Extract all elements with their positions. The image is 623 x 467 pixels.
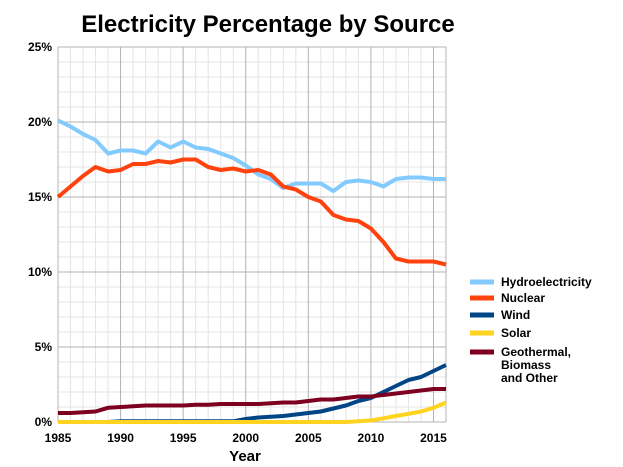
series-line-solar: [58, 400, 447, 424]
minor-grid: [58, 47, 446, 422]
legend-label: and Other: [501, 371, 558, 385]
y-tick-label: 20%: [28, 115, 52, 129]
x-axis-title: Year: [229, 448, 261, 465]
legend-label: Geothermal,: [501, 345, 571, 359]
x-tick-label: 1995: [170, 431, 197, 445]
x-tick-label: 1985: [45, 431, 72, 445]
y-tick-label: 15%: [28, 190, 52, 204]
plot-background: [58, 47, 446, 422]
legend-label: Wind: [501, 308, 530, 322]
series-line-nuclear: [56, 157, 447, 267]
x-tick-label: 2000: [232, 431, 259, 445]
x-tick-label: 2015: [420, 431, 447, 445]
legend-label: Biomass: [501, 358, 551, 372]
legend-label: Nuclear: [501, 291, 545, 305]
plot-area: [58, 47, 446, 422]
y-axis-ticks: 0% 5% 10% 15% 20% 25%: [28, 40, 52, 429]
x-tick-label: 2010: [358, 431, 385, 445]
legend-label: Solar: [501, 326, 531, 340]
legend-label: Hydroelectricity: [501, 275, 592, 289]
chart-title: Electricity Percentage by Source: [81, 11, 455, 38]
x-axis-ticks: 1985 1990 1995 2000 2005 2010 2015: [45, 431, 448, 445]
x-tick-label: 1990: [107, 431, 134, 445]
y-tick-label: 25%: [28, 40, 52, 54]
legend: Hydroelectricity Nuclear Wind Solar Geotherm…: [470, 275, 592, 385]
series-lines: [56, 118, 447, 424]
y-tick-label: 5%: [35, 340, 53, 354]
y-tick-label: 0%: [35, 415, 53, 429]
y-tick-label: 10%: [28, 265, 52, 279]
x-tick-label: 2005: [295, 431, 322, 445]
series-line-geothermal-biomass-and-other: [58, 387, 446, 415]
